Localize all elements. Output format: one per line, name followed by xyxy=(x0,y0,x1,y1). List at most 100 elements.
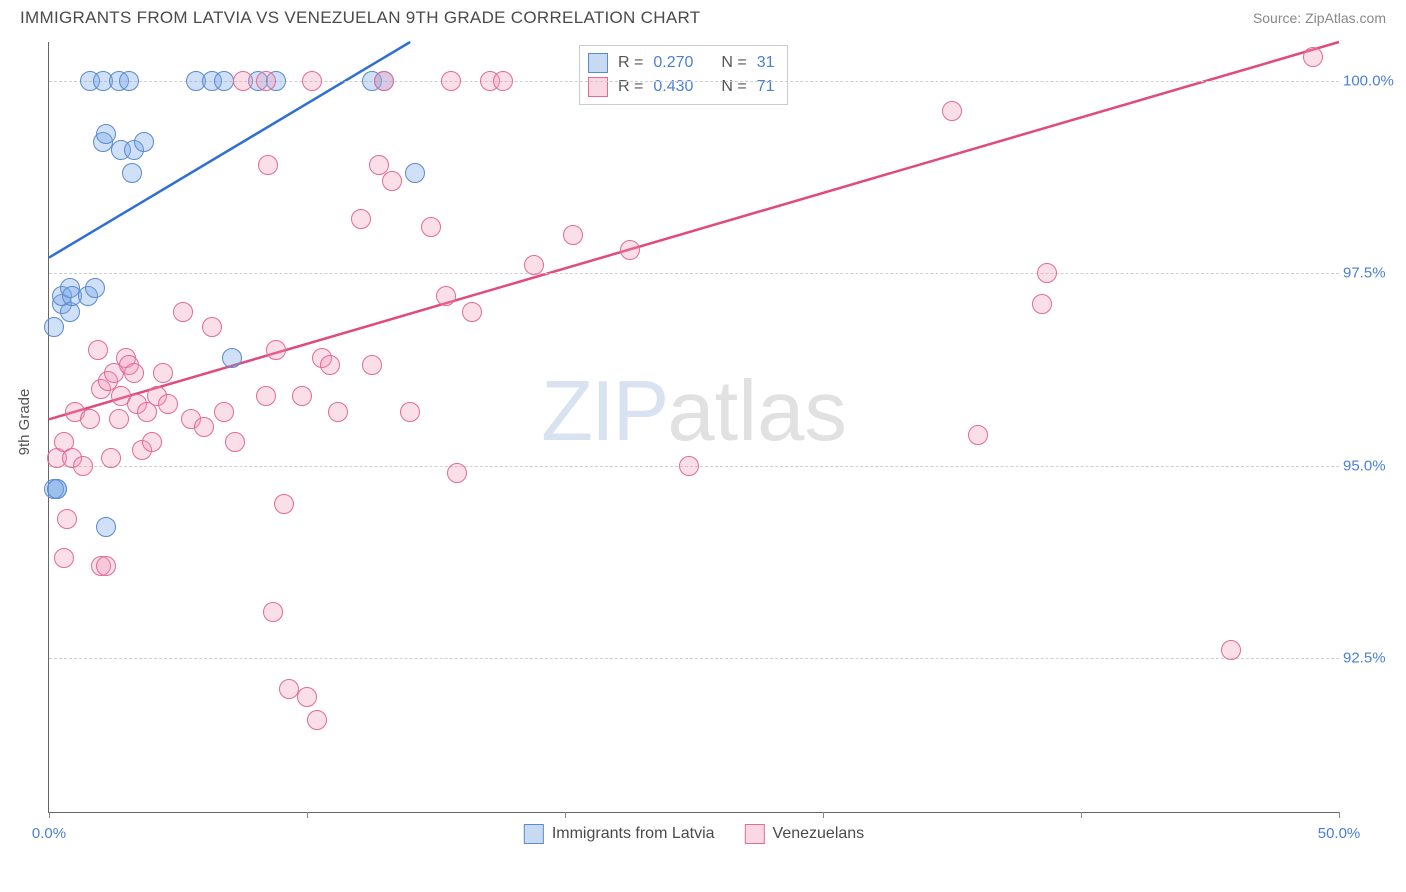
data-point xyxy=(233,71,253,91)
data-point xyxy=(222,348,242,368)
watermark: ZIPatlas xyxy=(541,363,847,461)
legend-swatch xyxy=(745,824,765,844)
data-point xyxy=(173,302,193,322)
grid-line xyxy=(49,273,1339,274)
data-point xyxy=(1037,263,1057,283)
data-point xyxy=(328,402,348,422)
trend-lines-layer xyxy=(49,42,1339,812)
data-point xyxy=(101,448,121,468)
watermark-zip: ZIP xyxy=(541,364,667,459)
y-tick-label: 100.0% xyxy=(1343,72,1401,89)
data-point xyxy=(362,355,382,375)
x-tick xyxy=(565,812,566,818)
data-point xyxy=(266,340,286,360)
data-point xyxy=(1221,640,1241,660)
x-tick-label: 0.0% xyxy=(32,825,66,842)
data-point xyxy=(214,71,234,91)
stat-r-label: R = xyxy=(618,51,643,75)
data-point xyxy=(134,132,154,152)
x-tick xyxy=(1339,812,1340,818)
data-point xyxy=(96,124,116,144)
data-point xyxy=(153,363,173,383)
data-point xyxy=(256,71,276,91)
stats-box: R = 0.270 N = 31 R = 0.430 N = 71 xyxy=(579,45,788,105)
legend-swatch xyxy=(524,824,544,844)
stat-n-value: 71 xyxy=(757,75,775,99)
data-point xyxy=(256,386,276,406)
x-tick xyxy=(307,812,308,818)
stat-r-label: R = xyxy=(618,75,643,99)
plot-area: ZIPatlas R =0.270N =31R =0.430N =71 Immi… xyxy=(48,42,1339,813)
data-point xyxy=(122,163,142,183)
y-tick-label: 92.5% xyxy=(1343,650,1401,667)
x-tick-label: 50.0% xyxy=(1318,825,1361,842)
data-point xyxy=(44,317,64,337)
data-point xyxy=(421,217,441,237)
data-point xyxy=(441,71,461,91)
data-point xyxy=(54,548,74,568)
data-point xyxy=(493,71,513,91)
data-point xyxy=(225,432,245,452)
data-point xyxy=(447,463,467,483)
data-point xyxy=(679,456,699,476)
data-point xyxy=(400,402,420,422)
data-point xyxy=(307,710,327,730)
stat-r-value: 0.270 xyxy=(653,51,693,75)
data-point xyxy=(214,402,234,422)
data-point xyxy=(405,163,425,183)
y-axis-title: 9th Grade xyxy=(16,389,33,456)
data-point xyxy=(351,209,371,229)
data-point xyxy=(142,432,162,452)
data-point xyxy=(80,409,100,429)
data-point xyxy=(279,679,299,699)
data-point xyxy=(320,355,340,375)
x-tick xyxy=(49,812,50,818)
data-point xyxy=(88,340,108,360)
legend-label: Venezuelans xyxy=(773,825,865,843)
data-point xyxy=(563,225,583,245)
x-tick xyxy=(1081,812,1082,818)
chart-header: IMMIGRANTS FROM LATVIA VS VENEZUELAN 9TH… xyxy=(0,0,1406,32)
stat-n-label: N = xyxy=(721,75,746,99)
y-tick-label: 97.5% xyxy=(1343,265,1401,282)
chart-container: 9th Grade ZIPatlas R = 0.270 N = 31 R = 0.430… xyxy=(0,32,1406,882)
data-point xyxy=(292,386,312,406)
data-point xyxy=(374,71,394,91)
data-point xyxy=(942,101,962,121)
data-point xyxy=(258,155,278,175)
data-point xyxy=(968,425,988,445)
legend-label: Immigrants from Latvia xyxy=(552,825,715,843)
stats-row: R = 0.430 N = 71 xyxy=(588,75,775,99)
data-point xyxy=(274,494,294,514)
data-point xyxy=(96,517,116,537)
stat-r-value: 0.430 xyxy=(653,75,693,99)
legend-item: Immigrants from Latvia xyxy=(524,824,715,844)
data-point xyxy=(202,317,222,337)
legend-swatch xyxy=(588,53,608,73)
data-point xyxy=(297,687,317,707)
data-point xyxy=(96,556,116,576)
stat-n-label: N = xyxy=(721,51,746,75)
x-tick xyxy=(823,812,824,818)
data-point xyxy=(1303,47,1323,67)
data-point xyxy=(109,409,129,429)
data-point xyxy=(462,302,482,322)
stat-n-value: 31 xyxy=(757,51,775,75)
chart-title: IMMIGRANTS FROM LATVIA VS VENEZUELAN 9TH… xyxy=(20,8,700,28)
data-point xyxy=(302,71,322,91)
data-point xyxy=(524,255,544,275)
data-point xyxy=(124,363,144,383)
grid-line xyxy=(49,658,1339,659)
data-point xyxy=(119,71,139,91)
chart-source: Source: ZipAtlas.com xyxy=(1253,10,1386,26)
bottom-legend: Immigrants from Latvia Venezuelans xyxy=(524,824,864,844)
legend-item: Venezuelans xyxy=(745,824,865,844)
data-point xyxy=(263,602,283,622)
data-point xyxy=(194,417,214,437)
data-point xyxy=(158,394,178,414)
data-point xyxy=(85,278,105,298)
data-point xyxy=(436,286,456,306)
y-tick-label: 95.0% xyxy=(1343,457,1401,474)
data-point xyxy=(47,479,67,499)
data-point xyxy=(1032,294,1052,314)
